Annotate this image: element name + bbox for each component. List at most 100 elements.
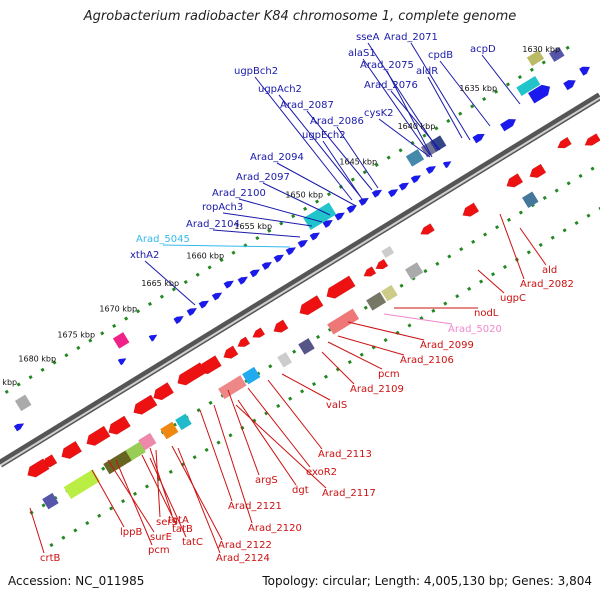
gene-label-bottom[interactable]: valS <box>326 400 347 411</box>
feature-block-bottom-16[interactable] <box>381 245 395 259</box>
forward-gene-1[interactable] <box>562 79 577 91</box>
gene-label-bottom[interactable]: tatC <box>182 537 203 548</box>
forward-gene-13[interactable] <box>334 212 346 221</box>
forward-gene-17[interactable] <box>285 247 297 256</box>
gene-label-bottom[interactable]: pcm <box>148 545 170 556</box>
forward-gene-4[interactable] <box>472 133 486 144</box>
reverse-gene-1[interactable] <box>584 133 600 146</box>
feature-block-bottom-9[interactable] <box>175 413 192 431</box>
gene-label-bottom[interactable]: Arad_2099 <box>420 340 474 351</box>
feature-block-bottom-8[interactable] <box>218 375 247 400</box>
reverse-gene-8[interactable] <box>363 266 377 277</box>
feature-block-bottom-3[interactable] <box>381 284 398 302</box>
forward-gene-16[interactable] <box>297 239 309 249</box>
gene-label-bottom[interactable]: Arad_2109 <box>350 384 404 395</box>
gene-label-top[interactable]: Arad_2076 <box>364 80 418 91</box>
forward-gene-24[interactable] <box>198 300 210 309</box>
feature-block-top-5[interactable] <box>429 135 447 152</box>
feature-block-top-1[interactable] <box>526 50 545 67</box>
gene-label-bottom[interactable]: pcm <box>378 369 400 380</box>
feature-block-bottom-15[interactable] <box>42 492 59 510</box>
gene-label-top[interactable]: Arad_2100 <box>212 188 266 199</box>
gene-label-top[interactable]: ugpAch2 <box>258 84 302 95</box>
reverse-gene-7[interactable] <box>375 258 389 270</box>
forward-gene-0[interactable] <box>578 66 591 77</box>
feature-block-bottom-2[interactable] <box>366 292 387 311</box>
gene-label-bottom[interactable]: crtB <box>40 553 61 564</box>
forward-gene-20[interactable] <box>249 269 261 278</box>
gene-label-bottom[interactable]: Arad_2117 <box>322 488 376 499</box>
feature-block-top-0[interactable] <box>516 75 541 97</box>
reverse-gene-2[interactable] <box>557 136 572 149</box>
gene-label-bottom[interactable]: Arad_2082 <box>520 279 574 290</box>
gene-label-top[interactable]: Arad_2104 <box>186 219 240 230</box>
reverse-gene-16[interactable] <box>177 362 207 386</box>
forward-gene-18[interactable] <box>273 254 285 263</box>
forward-gene-27[interactable] <box>148 334 158 342</box>
forward-gene-2[interactable] <box>527 84 551 104</box>
reverse-gene-17[interactable] <box>153 382 175 401</box>
reverse-gene-6[interactable] <box>420 223 435 235</box>
forward-gene-15[interactable] <box>309 232 321 241</box>
feature-block-bottom-5[interactable] <box>298 338 315 355</box>
feature-block-bottom-11[interactable] <box>138 432 157 451</box>
forward-gene-29[interactable] <box>13 423 25 432</box>
feature-block-bottom-6[interactable] <box>277 352 293 368</box>
feature-block-bottom-0[interactable] <box>522 191 539 209</box>
reverse-gene-11[interactable] <box>273 319 289 333</box>
reverse-gene-21[interactable] <box>61 440 83 459</box>
feature-block-top-3[interactable] <box>405 149 425 167</box>
reverse-gene-5[interactable] <box>462 202 480 217</box>
gene-label-top[interactable]: Arad_2094 <box>250 152 304 163</box>
gene-label-top[interactable]: Arad_2086 <box>310 116 364 127</box>
gene-label-top[interactable]: Arad_2071 <box>384 32 438 43</box>
gene-label-bottom[interactable]: argS <box>255 475 278 486</box>
gene-label-top[interactable]: Arad_2097 <box>236 172 290 183</box>
gene-label-bottom[interactable]: ald <box>542 265 557 276</box>
reverse-gene-14[interactable] <box>223 345 239 359</box>
reverse-gene-12[interactable] <box>252 327 266 338</box>
gene-label-top[interactable]: acpD <box>470 44 496 55</box>
gene-label-top[interactable]: cpdB <box>428 50 453 61</box>
forward-gene-23[interactable] <box>211 292 223 301</box>
feature-block-bottom-14[interactable] <box>63 469 101 500</box>
gene-label-bottom[interactable]: ugpC <box>500 293 526 304</box>
reverse-gene-4[interactable] <box>506 173 524 188</box>
forward-gene-14[interactable] <box>322 219 334 229</box>
gene-label-bottom[interactable]: Arad_5020 <box>448 324 502 335</box>
gene-label-bottom[interactable]: serS <box>156 517 178 528</box>
gene-label-top[interactable]: Arad_5045 <box>136 234 190 245</box>
gene-label-bottom[interactable]: Arad_2121 <box>228 501 282 512</box>
feature-block-top-2[interactable] <box>549 47 565 62</box>
gene-label-top[interactable]: ugpBch2 <box>234 66 278 77</box>
gene-label-bottom[interactable]: tatB <box>172 524 193 535</box>
gene-label-bottom[interactable]: lppB <box>120 527 142 538</box>
gene-label-bottom[interactable]: tatA <box>168 515 189 526</box>
gene-label-top[interactable]: ropAch3 <box>202 202 243 213</box>
reverse-gene-19[interactable] <box>108 415 131 435</box>
gene-label-bottom[interactable]: Arad_2124 <box>216 553 270 564</box>
reverse-gene-3[interactable] <box>529 163 547 179</box>
feature-block-top-9[interactable] <box>14 394 32 412</box>
gene-label-bottom[interactable]: surE <box>150 532 172 543</box>
reverse-gene-20[interactable] <box>86 425 111 446</box>
reverse-gene-18[interactable] <box>133 394 158 415</box>
forward-gene-22[interactable] <box>223 280 235 289</box>
gene-label-top[interactable]: alaS1 <box>348 48 376 59</box>
forward-gene-25[interactable] <box>186 307 198 317</box>
feature-block-bottom-10[interactable] <box>160 421 179 440</box>
gene-label-bottom[interactable]: Arad_2106 <box>400 355 454 366</box>
gene-label-top[interactable]: Arad_2075 <box>360 60 414 71</box>
forward-gene-5[interactable] <box>442 161 452 169</box>
feature-block-bottom-4[interactable] <box>327 308 360 335</box>
forward-gene-28[interactable] <box>117 358 127 366</box>
forward-gene-9[interactable] <box>387 189 399 198</box>
gene-label-top[interactable]: cysK2 <box>364 108 394 119</box>
reverse-gene-23[interactable] <box>27 458 50 478</box>
forward-gene-7[interactable] <box>410 175 422 184</box>
gene-label-bottom[interactable]: Arad_2113 <box>318 449 372 460</box>
forward-gene-3[interactable] <box>499 118 517 132</box>
forward-gene-19[interactable] <box>261 261 273 271</box>
gene-label-bottom[interactable]: Arad_2120 <box>248 523 302 534</box>
gene-label-top[interactable]: ugpEch2 <box>302 130 346 141</box>
